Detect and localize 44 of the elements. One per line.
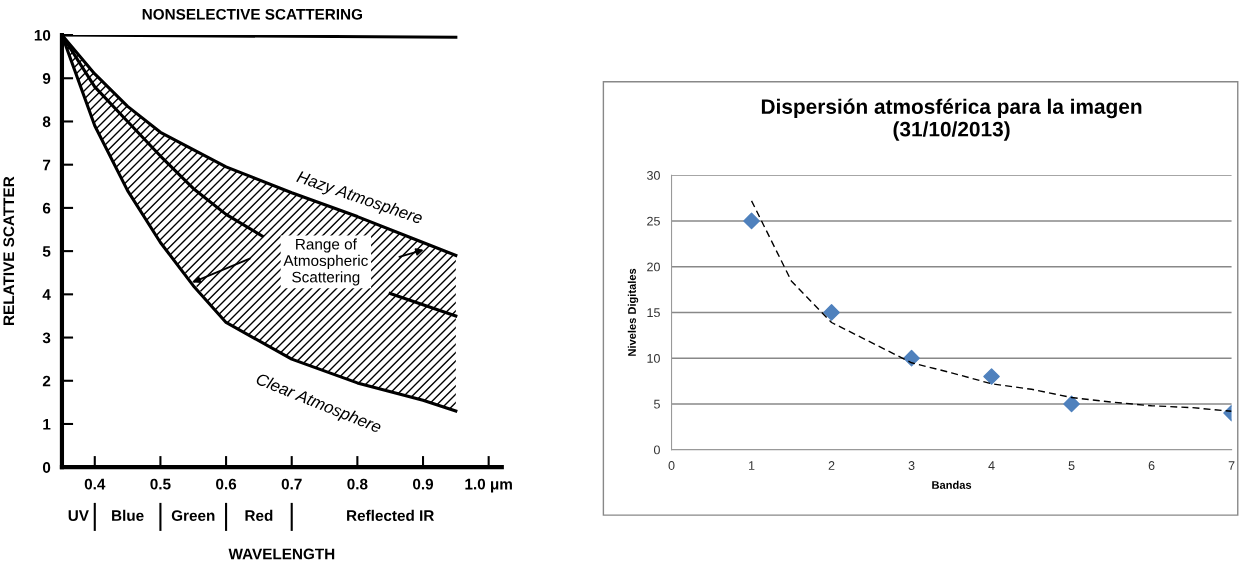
x-tick-label: 1: [749, 461, 755, 470]
text: Reflected IR: [347, 509, 435, 521]
x-tick-label: 0.8: [347, 478, 368, 490]
y-tick-label: 30: [647, 171, 660, 180]
y-tick-label: 10: [647, 353, 660, 363]
y-tick-label: 5: [42, 246, 51, 257]
text: UV: [68, 510, 89, 521]
x-tick-label: 2: [828, 461, 835, 470]
y-tick-label: 1: [43, 419, 51, 430]
text: Blue: [112, 509, 144, 521]
y-tick-label: 15: [647, 308, 660, 318]
x-tick-label: 7: [1228, 461, 1235, 470]
text: Green: [171, 510, 215, 521]
annotation: Range of Atmospheric Scattering: [283, 238, 368, 286]
text: Red: [245, 509, 273, 521]
y-tick-label: 10: [34, 29, 51, 41]
y-axis-title: RELATIVE SCATTER: [3, 176, 15, 325]
x-axis-title: Bandas: [932, 480, 972, 489]
y-tick-label: 2: [42, 375, 51, 387]
y-tick-label: 20: [647, 262, 660, 272]
x-tick-label: 3: [908, 461, 915, 470]
x-tick-label: 5: [1068, 461, 1075, 470]
x-tick-label: 4: [988, 461, 995, 470]
x-axis-title: WAVELENGTH: [228, 548, 335, 560]
y-tick-label: 25: [647, 216, 660, 226]
y-tick-label: 4: [42, 289, 51, 300]
chart-title: Dispersión atmosférica para la imagen (31/10/2013): [761, 98, 1142, 141]
x-tick-label: 0: [668, 461, 675, 470]
x-tick-label: 0.7: [281, 478, 302, 490]
x-tick-label: 0.9: [413, 478, 434, 490]
annotation: NONSELECTIVE SCATTERING: [142, 8, 363, 20]
x-tick-label: 0.6: [216, 478, 237, 490]
x-tick-label: 6: [1148, 461, 1155, 470]
y-tick-label: 3: [42, 332, 51, 344]
y-axis-title: Niveles Digitales: [627, 268, 639, 356]
y-tick-label: 6: [42, 202, 51, 214]
y-tick-label: 9: [42, 73, 51, 84]
y-tick-label: 5: [653, 399, 660, 409]
x-tick-label: 0.4: [84, 478, 106, 490]
x-tick-label: 0.5: [150, 478, 171, 490]
y-tick-label: 0: [653, 445, 660, 455]
y-tick-label: 8: [42, 116, 51, 128]
y-tick-label: 7: [43, 159, 51, 171]
x-tick-label: 1.0 μm: [465, 478, 512, 493]
